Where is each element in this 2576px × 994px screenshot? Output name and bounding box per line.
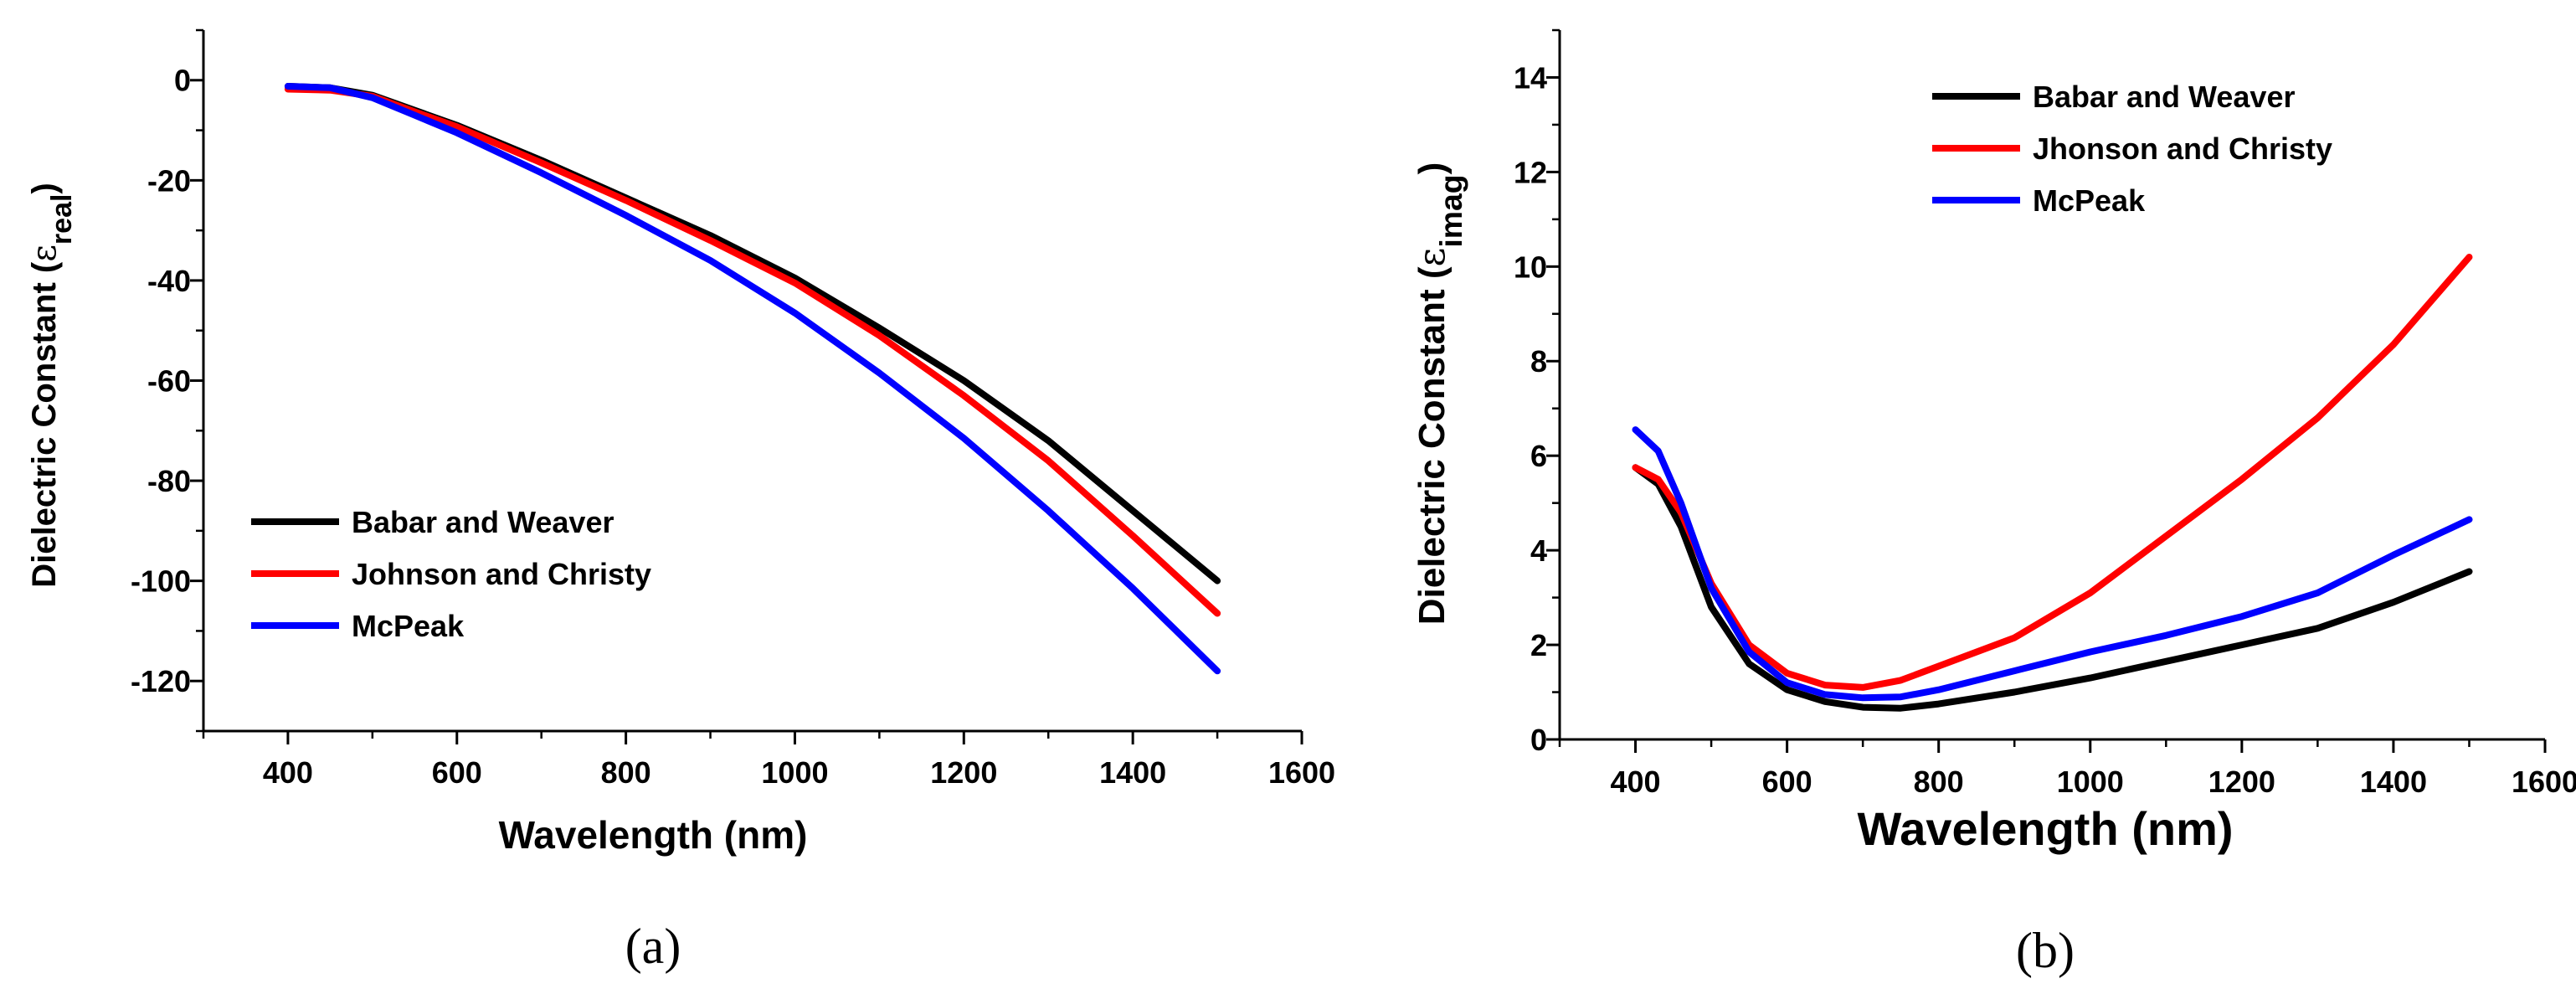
y-tick-label: 10 [1514, 250, 1547, 284]
y-axis-title-main: Dielectric Constant ( [1411, 266, 1453, 625]
chart-panel-b: 400 600 800 1000 1200 1400 1600 0 2 4 6 8 10 12 14 Wave… [1411, 28, 2576, 978]
y-tick-label: 8 [1530, 344, 1547, 379]
x-tick-label: 800 [1914, 765, 1964, 799]
y-tick-label: -100 [131, 564, 191, 599]
x-tick-label: 800 [601, 755, 651, 790]
x-tick-label: 1600 [2512, 765, 2576, 799]
y-axis-title-subscript: real [46, 194, 78, 245]
series-line-jhonson-and-christy [1632, 254, 2473, 691]
y-tick-label: 14 [1514, 60, 1547, 95]
x-tick-label: 1400 [2360, 765, 2427, 799]
y-tick-label: 0 [174, 64, 191, 98]
legend-label: Johnson and Christy [352, 557, 651, 591]
series-line-mcpeak [284, 83, 1221, 675]
x-tick-label: 600 [432, 755, 482, 790]
chart-panel-a: 400 600 800 1000 1200 1400 1600 0 -20 -40 -60 -80 -1… [25, 28, 1335, 974]
x-tick-label: 1000 [2057, 765, 2124, 799]
series-line-babar-and-weaver [1632, 464, 2473, 712]
y-tick-label: -80 [147, 464, 191, 498]
y-tick-label: 6 [1530, 439, 1547, 473]
x-tick-label: 1400 [1099, 755, 1166, 790]
x-tick-label: 1600 [1268, 755, 1335, 790]
y-tick-label: 4 [1530, 533, 1547, 568]
x-tick-label: 1000 [761, 755, 828, 790]
y-axis-title: Dielectric Constant (εimag) [1411, 162, 1468, 626]
legend-label: McPeak [2033, 183, 2146, 218]
y-axis-title-main: Dielectric Constant ( [26, 261, 63, 588]
y-tick-label: -40 [147, 264, 191, 298]
y-tick-label: -60 [147, 363, 191, 398]
y-tick-label: -120 [131, 664, 191, 698]
legend-label: McPeak [352, 609, 465, 643]
x-axis-title: Wavelength (nm) [499, 813, 808, 857]
x-tick-label: 1200 [930, 755, 997, 790]
panel-caption: (b) [2016, 923, 2075, 978]
y-tick-label: 12 [1514, 155, 1547, 189]
y-tick-label: -20 [147, 163, 191, 198]
x-tick-label: 1200 [2208, 765, 2275, 799]
y-axis-title: Dielectric Constant (εreal) [25, 183, 78, 588]
x-tick-label: 400 [1610, 765, 1660, 799]
y-tick-label: 0 [1530, 723, 1547, 757]
y-axis-title-symbol: ε [1411, 248, 1453, 267]
y-axis-title-close: ) [26, 183, 63, 193]
y-axis-title-subscript: imag [1433, 174, 1468, 247]
legend-label: Jhonson and Christy [2033, 131, 2332, 166]
x-axis-title: Wavelength (nm) [1857, 802, 2233, 855]
x-tick-label: 600 [1762, 765, 1812, 799]
y-tick-label: 2 [1530, 628, 1547, 662]
series-line-mcpeak [1632, 426, 2473, 702]
x-tick-label: 400 [263, 755, 313, 790]
legend-label: Babar and Weaver [2033, 80, 2295, 114]
legend-label: Babar and Weaver [352, 505, 614, 539]
y-axis-title-close: ) [1411, 162, 1453, 175]
y-axis-title-symbol: ε [25, 245, 64, 262]
panel-caption: (a) [625, 919, 681, 974]
